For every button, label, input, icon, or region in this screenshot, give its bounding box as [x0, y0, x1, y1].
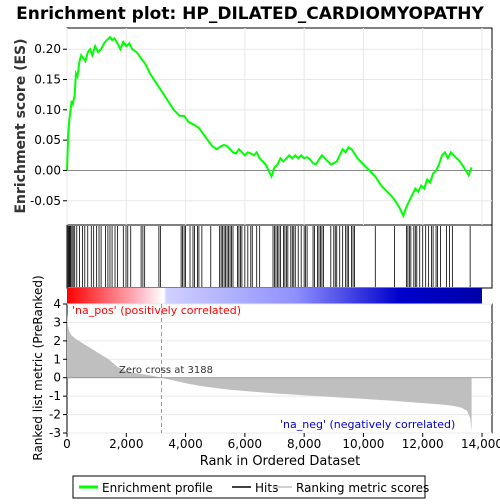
es-y-tick-label: 0.00: [34, 163, 61, 177]
hits-panel-frame: [66, 224, 493, 289]
metric-y-tick-label: 2: [53, 334, 61, 348]
es-y-tick-label: 0.10: [34, 103, 61, 117]
metric-y-tick-label: -2: [49, 408, 61, 422]
x-tick-label: 0: [63, 437, 71, 451]
x-tick-label: 8,000: [287, 437, 321, 451]
es-y-tick-label: 0.15: [34, 73, 61, 87]
x-tick-label: 6,000: [228, 437, 262, 451]
x-tick-label: 10,000: [342, 437, 384, 451]
metric-panel-frame: [66, 303, 493, 434]
neg-label: 'na_neg' (negatively correlated): [280, 418, 455, 431]
x-tick-label: 14,000: [461, 437, 500, 451]
metric-y-tick-label: 4: [53, 297, 61, 311]
metric-y-tick-label: -1: [49, 389, 61, 403]
x-tick-label: 12,000: [402, 437, 444, 451]
es-axis-label: Enrichment score (ES): [13, 38, 29, 213]
metric-y-tick-label: -3: [49, 426, 61, 440]
x-axis-label: Rank in Ordered Dataset: [200, 454, 361, 469]
metric-y-tick-label: 0: [53, 371, 61, 385]
metric-y-tick-label: 1: [53, 352, 61, 366]
pos-label: 'na_pos' (positively correlated): [72, 304, 241, 317]
metric-axis-label: Ranked list metric (PreRanked): [31, 275, 45, 460]
legend-label-profile: Enrichment profile: [102, 481, 213, 495]
es-panel-frame: [66, 27, 493, 226]
rank-color-bar: [67, 288, 482, 304]
x-tick-label: 2,000: [109, 437, 143, 451]
es-y-tick-label: 0.05: [34, 133, 61, 147]
es-profile-line: [66, 35, 473, 219]
chart-title: Enrichment plot: HP_DILATED_CARDIOMYOPAT…: [16, 4, 484, 24]
legend-label-metric: Ranking metric scores: [296, 481, 429, 495]
es-y-tick-label: -0.05: [30, 194, 61, 208]
metric-y-tick-label: 3: [53, 315, 61, 329]
es-y-tick-label: 0.20: [34, 42, 61, 56]
x-tick-label: 4,000: [168, 437, 202, 451]
zero-cross-label: Zero cross at 3188: [119, 365, 213, 376]
legend-label-hits: Hits: [255, 481, 278, 495]
